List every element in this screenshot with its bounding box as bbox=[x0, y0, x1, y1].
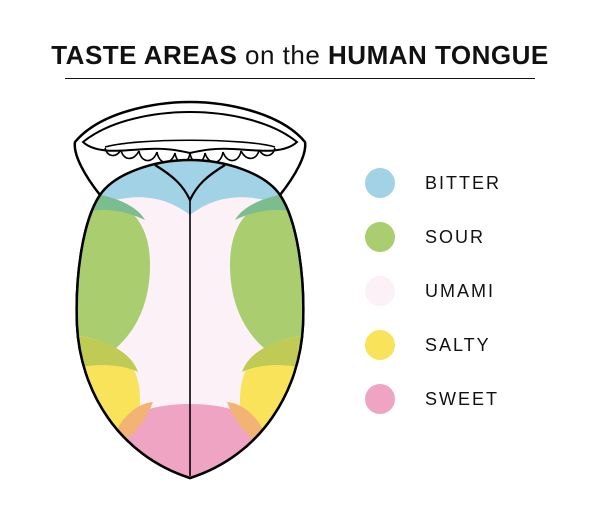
swatch-sour bbox=[365, 222, 395, 252]
legend-label-umami: UMAMI bbox=[425, 281, 495, 302]
title-underline bbox=[65, 78, 535, 79]
tongue-svg bbox=[55, 100, 325, 490]
legend-row-umami: UMAMI bbox=[365, 276, 575, 306]
legend-label-salty: SALTY bbox=[425, 335, 491, 356]
legend-row-bitter: BITTER bbox=[365, 168, 575, 198]
swatch-bitter bbox=[365, 168, 395, 198]
legend-label-sweet: SWEET bbox=[425, 389, 499, 410]
tongue-diagram bbox=[55, 100, 325, 490]
legend-row-salty: SALTY bbox=[365, 330, 575, 360]
legend-label-sour: SOUR bbox=[425, 227, 485, 248]
swatch-umami bbox=[365, 276, 395, 306]
legend-label-bitter: BITTER bbox=[425, 173, 501, 194]
legend-row-sweet: SWEET bbox=[365, 384, 575, 414]
swatch-salty bbox=[365, 330, 395, 360]
title-thin: on the bbox=[237, 40, 328, 70]
swatch-sweet bbox=[365, 384, 395, 414]
legend-row-sour: SOUR bbox=[365, 222, 575, 252]
page-title: TASTE AREAS on the HUMAN TONGUE bbox=[0, 40, 600, 71]
title-bold-2: HUMAN TONGUE bbox=[328, 40, 549, 70]
legend: BITTER SOUR UMAMI SALTY SWEET bbox=[365, 168, 575, 438]
title-bold-1: TASTE AREAS bbox=[51, 40, 237, 70]
